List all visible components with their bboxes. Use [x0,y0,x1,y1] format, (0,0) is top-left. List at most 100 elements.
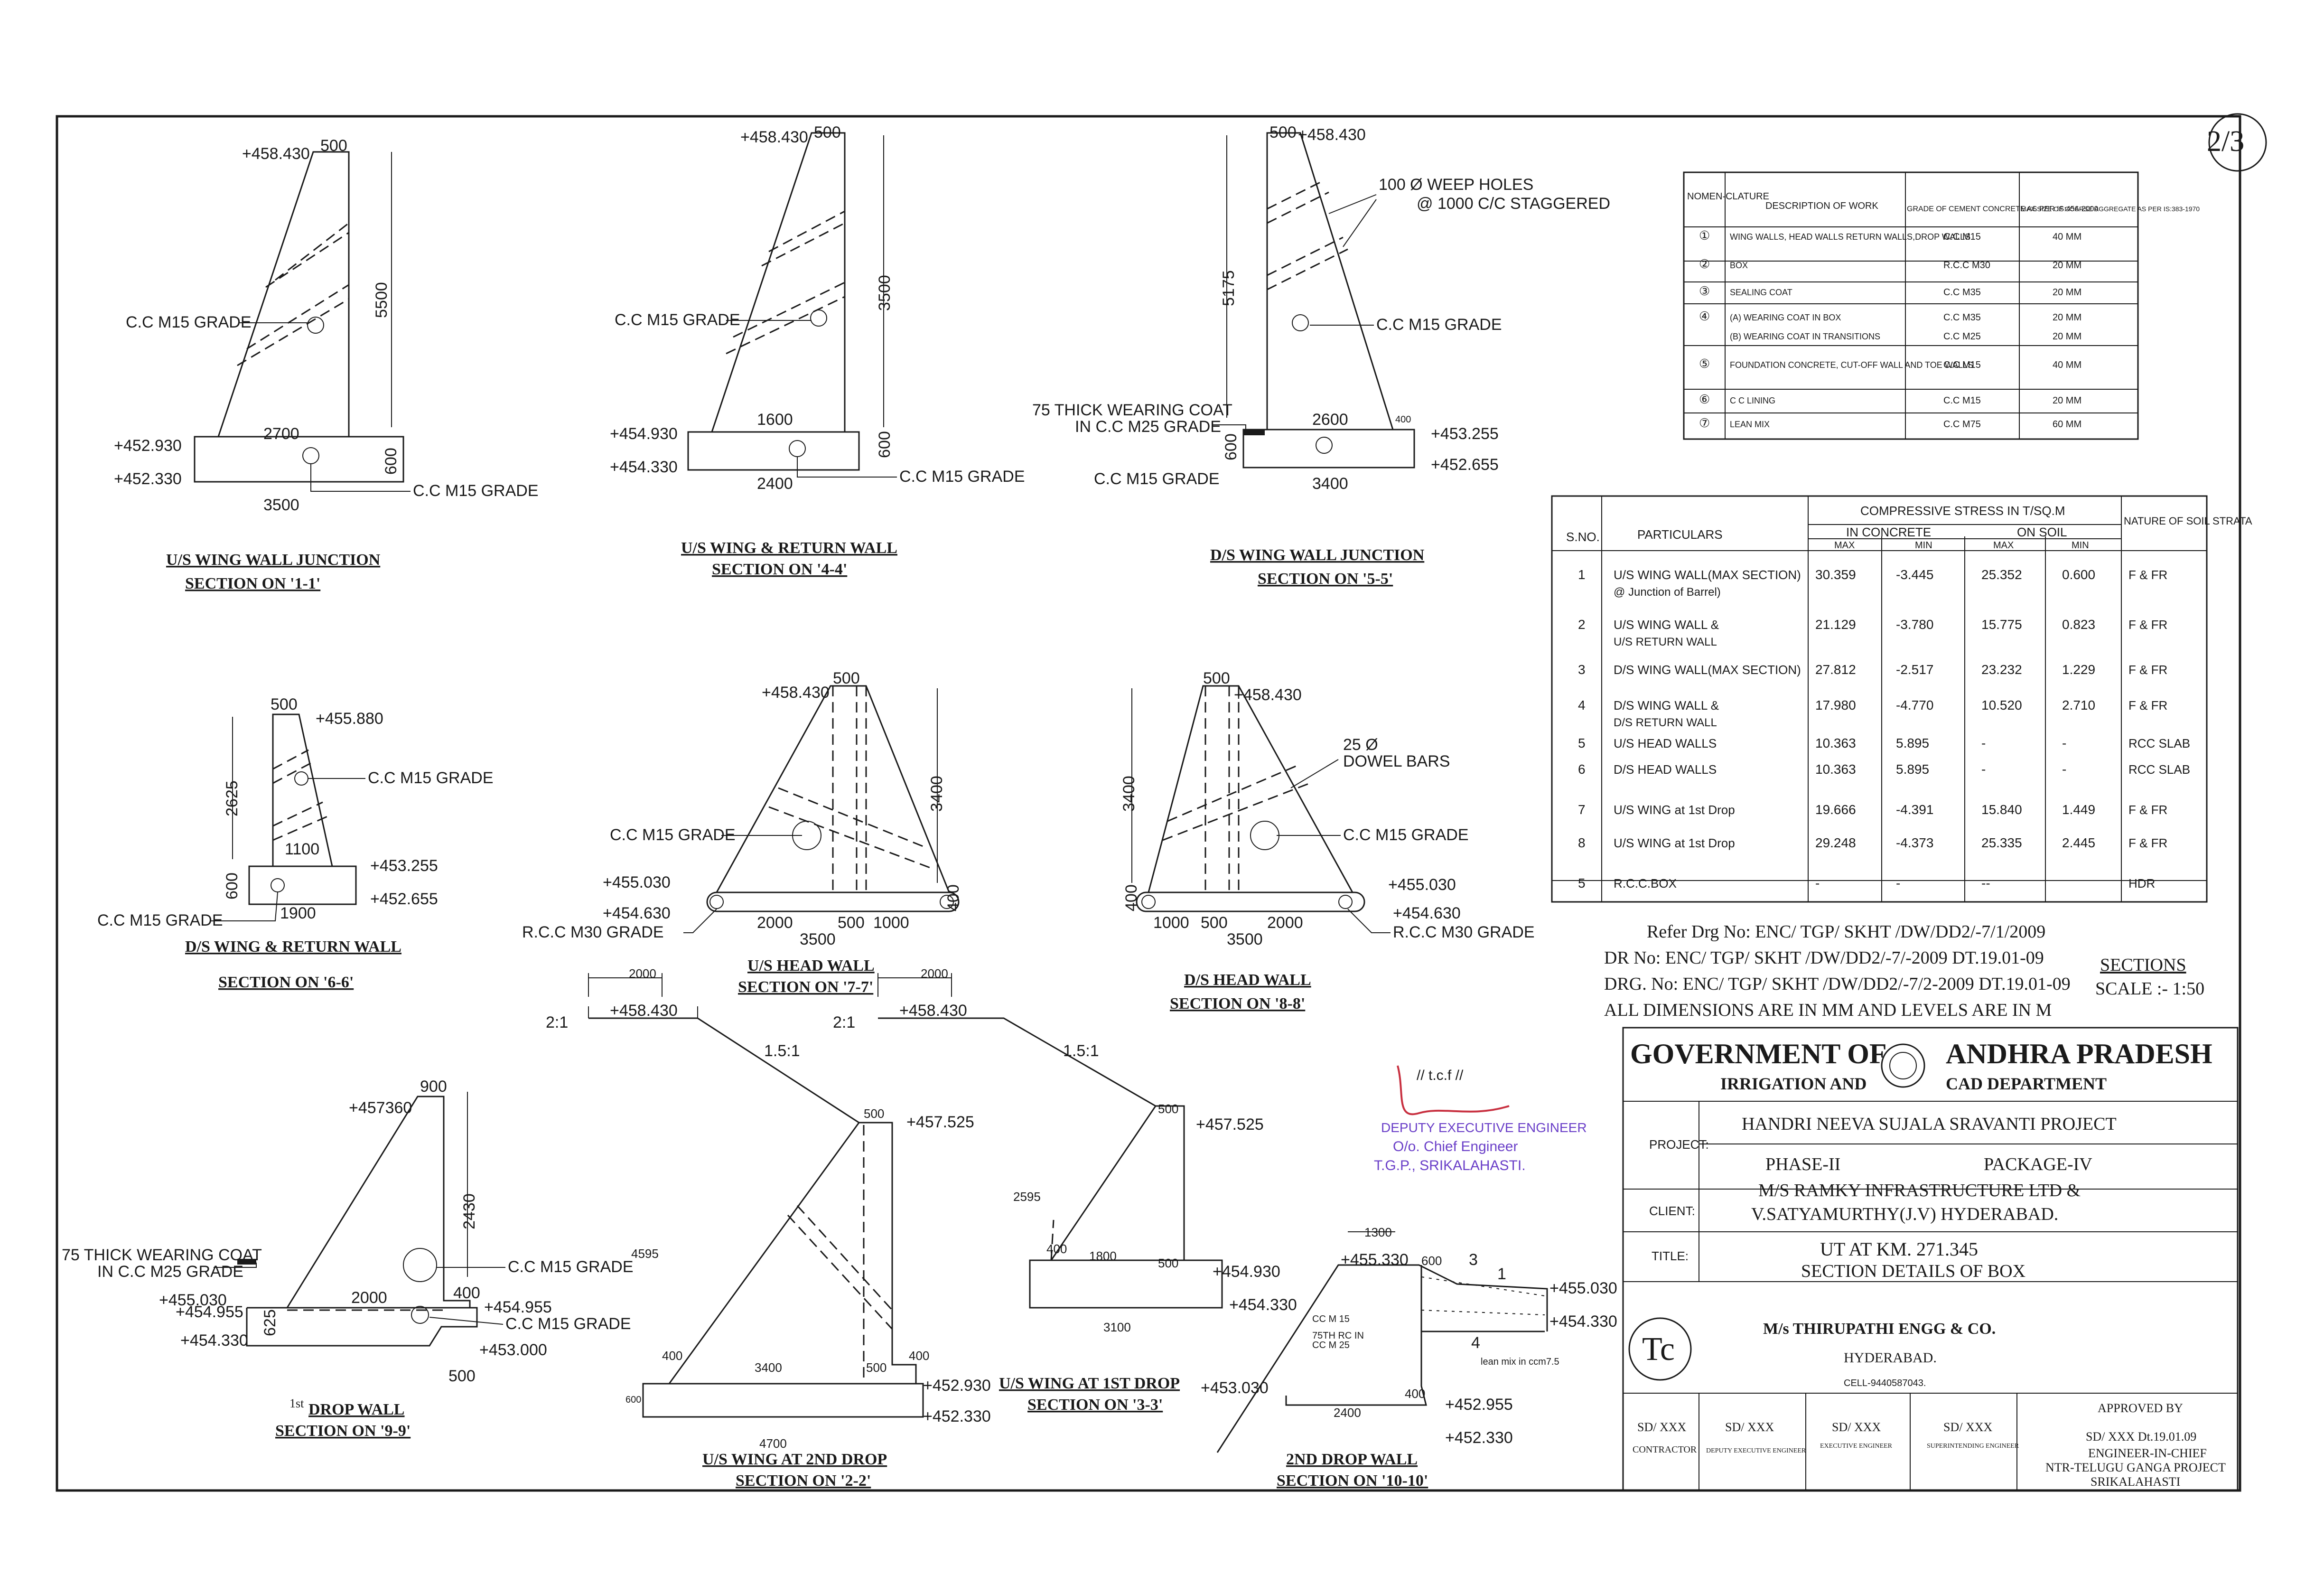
s55-subtitle: SECTION ON '5-5' [1258,570,1393,588]
tb-sig1b: CONTRACTOR [1633,1444,1697,1455]
s1010-top-level: +455.330 [1341,1251,1409,1269]
grade-row-desc: (B) WEARING COAT IN TRANSITIONS [1730,332,1880,341]
s66-top-width: 500 [271,695,298,713]
tb-sig2: SD/ XXX [1725,1420,1774,1434]
section-9-9: 900 +457360 2430 75 THICK WEARING COAT I… [62,1078,634,1440]
section-5-5: 500 +458.430 5175 100 Ø WEEP HOLES @ 100… [1032,123,1610,588]
s44-footing-depth: 600 [876,431,894,458]
stamp-line3: T.G.P., SRIKALAHASTI. [1374,1158,1526,1173]
stamp-line1: DEPUTY EXECUTIVE ENGINEER [1381,1120,1587,1135]
stress-row-smax: 15.840 [1981,802,2022,817]
tb-gov1: GOVERNMENT OF [1630,1038,1887,1069]
stress-h-min2: MIN [2072,540,2089,551]
s66-level-bot-base: +452.655 [370,890,438,908]
s99-subtitle: SECTION ON '9-9' [275,1422,411,1440]
s11-title: U/S WING WALL JUNCTION [166,551,381,569]
s55-top-width: 500 [1269,123,1297,141]
s22-step-c: 400 [909,1349,929,1363]
stress-row-nature: HDR [2128,876,2155,890]
stress-row-sno: 4 [1578,698,1586,712]
stress-row-cmax: 29.248 [1815,835,1856,850]
stress-row-smax: 15.775 [1981,617,2022,632]
s22-top-width: 500 [864,1106,884,1121]
tb-client-label: CLIENT: [1649,1204,1695,1218]
stress-row-part2: D/S RETURN WALL [1614,716,1717,729]
stress-row-cmax: 30.359 [1815,567,1856,582]
s55-grade-wall: C.C M15 GRADE [1376,316,1502,334]
s11-level-bot-base: +452.330 [114,470,182,488]
s33-top-level: +458.430 [899,1002,967,1020]
stress-row-part: U/S WING at 1st Drop [1614,836,1735,850]
grade-row-no: ④ [1699,309,1710,323]
s11-grade-footing: C.C M15 GRADE [413,482,539,500]
approval-stamp: // t.c.f // DEPUTY EXECUTIVE ENGINEER O/… [1374,1065,1587,1173]
stress-row-sno: 3 [1578,662,1586,677]
s11-level-top-base: +452.930 [114,437,182,455]
tb-title-label: TITLE: [1652,1249,1689,1263]
stress-row-smin: 0.600 [2062,567,2095,582]
stress-row-cmin: 5.895 [1896,762,1929,777]
tb-approved: APPROVED BY [2098,1401,2183,1415]
stress-row-smax: - [1981,736,1986,750]
s33-subtitle: SECTION ON '3-3' [1027,1396,1163,1414]
stress-row-smin: 1.449 [2062,802,2095,817]
grade-row-desc: SEALING COAT [1730,288,1792,297]
s99-l3: +454.955 [484,1298,552,1316]
stress-row-cmax: 10.363 [1815,762,1856,777]
stress-row-part2: @ Junction of Barrel) [1614,586,1721,599]
s55-title: D/S WING WALL JUNCTION [1210,546,1425,564]
tb-project-label: PROJECT: [1649,1137,1709,1152]
section-6-6: 500 +455.880 2625 C.C M15 GRADE 1100 +45… [97,695,494,991]
grade-row-no: ③ [1699,284,1710,298]
s44-height: 3500 [876,275,894,311]
s99-base: 2000 [351,1289,387,1307]
stress-table: S.NO. PARTICULARS COMPRESSIVE STRESS IN … [1551,495,2252,903]
tb-title2: SECTION DETAILS OF BOX [1801,1261,2025,1281]
tb-dept2: CAD DEPARTMENT [1946,1074,2107,1093]
s33-slope-b: 1.5:1 [1063,1042,1099,1060]
stress-row-sno: 6 [1578,762,1586,777]
stress-row-smin: - [2062,736,2066,750]
tb-app3: NTR-TELUGU GANGA PROJECT [2045,1461,2226,1474]
s55-weep-line2: @ 1000 C/C STAGGERED [1417,195,1610,213]
s1010-level-l: +453.030 [1201,1379,1269,1397]
s33-level-b: +454.330 [1229,1296,1297,1314]
stress-row-nature: F & FR [2128,836,2167,850]
stress-row-nature: F & FR [2128,568,2167,582]
s88-bars-line1: 25 Ø [1343,736,1378,754]
stress-h-conc: IN CONCRETE [1846,525,1931,539]
tb-client1: M/S RAMKY INFRASTRUCTURE LTD & [1758,1181,2081,1200]
stress-row-sno: 1 [1578,567,1586,582]
stress-row-nature: F & FR [2128,663,2167,677]
s33-top-width: 500 [1158,1102,1178,1116]
firm-logo-icon [1628,1317,1692,1381]
stress-row-smin: 2.710 [2062,698,2095,712]
stress-row-part: D/S HEAD WALLS [1614,762,1717,777]
grade-th-0: NOMEN-CLATURE [1687,191,1769,202]
s66-level-top-base: +453.255 [370,857,438,875]
tb-sig3: SD/ XXX [1832,1420,1881,1434]
stress-row-nature: F & FR [2128,698,2167,712]
stress-row-part: R.C.C.BOX [1614,876,1677,890]
stress-row-nature: RCC SLAB [2128,736,2190,750]
s1010-mark4: 4 [1471,1334,1480,1352]
firm-logo-mark: Tc [1642,1331,1675,1368]
s55-coat-line2: IN C.C M25 GRADE [1075,418,1221,436]
s99-l1: +455.030 [159,1291,227,1309]
s77-level-a: +455.030 [603,873,671,891]
s66-height: 2625 [223,780,241,816]
s77-height: 3400 [928,776,946,812]
s55-footing-depth: 600 [1222,433,1240,460]
s44-level-top-base: +454.930 [610,425,678,443]
grade-row-no: ⑤ [1699,356,1710,371]
s88-d1: 1000 [1153,914,1189,932]
section-3-3: 2:1 2000 +458.430 1.5:1 500 +457.525 259… [833,966,1297,1414]
s77-d1: 2000 [757,914,793,932]
s55-coat-line1: 75 THICK WEARING COAT [1032,401,1232,419]
s88-grade: C.C M15 GRADE [1343,826,1469,844]
section-10-10: 1300 +455.330 600 3 1 +455.030 +454.330 … [1201,1225,1617,1490]
grade-table: NOMEN-CLATURE DESCRIPTION OF WORK GRADE … [1683,171,2200,440]
stress-row-cmax: 10.363 [1815,736,1856,750]
s1010-title: 2ND DROP WALL [1286,1451,1418,1468]
s1010-level-r1: +455.030 [1549,1279,1617,1297]
